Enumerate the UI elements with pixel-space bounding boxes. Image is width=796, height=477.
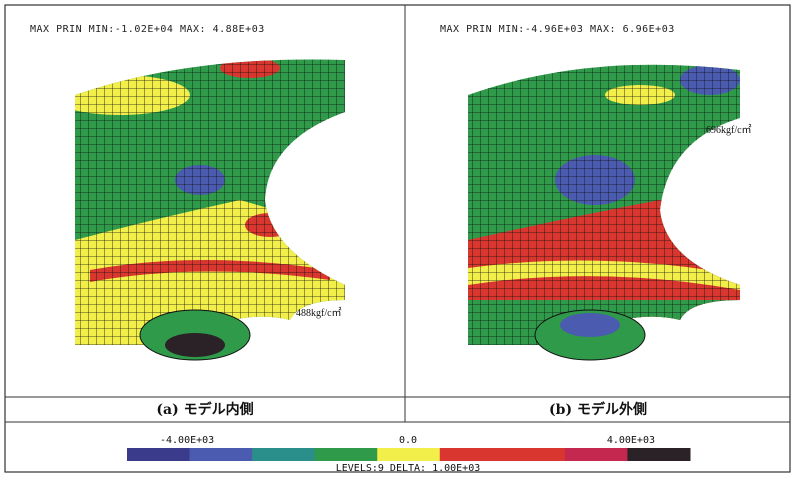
caption: (a) モデル内側 <box>156 401 253 418</box>
contour-model-b <box>455 50 755 350</box>
panel-header: MAX PRIN MIN:-1.02E+04 MAX: 4.88E+03 <box>30 24 265 35</box>
panel-header: MAX PRIN MIN:-4.96E+03 MAX: 6.96E+03 <box>440 24 675 35</box>
dish <box>165 333 225 357</box>
legend-min: -4.00E+03 <box>160 435 214 446</box>
color-bar <box>127 448 691 461</box>
dish <box>560 313 620 337</box>
caption: (b) モデル外側 <box>549 401 647 418</box>
legend-max: 4.00E+03 <box>607 435 655 446</box>
legend-mid: 0.0 <box>399 435 417 446</box>
legend-footer: LEVELS:9 DELTA: 1.00E+03 <box>336 463 481 474</box>
color-level <box>252 448 315 461</box>
color-level <box>565 448 628 461</box>
figure: MAX PRIN MIN:-1.02E+04 MAX: 4.88E+03 MAX… <box>0 0 796 477</box>
annotation: 488kgf/c㎡ <box>296 307 342 319</box>
color-level <box>440 448 503 461</box>
annotation: 696kgf/c㎡ <box>706 124 752 136</box>
color-level <box>502 448 565 461</box>
color-level <box>377 448 440 461</box>
color-level <box>627 448 690 461</box>
color-level <box>127 448 190 461</box>
contour-model-a <box>50 50 360 350</box>
color-level <box>190 448 253 461</box>
color-level <box>315 448 378 461</box>
